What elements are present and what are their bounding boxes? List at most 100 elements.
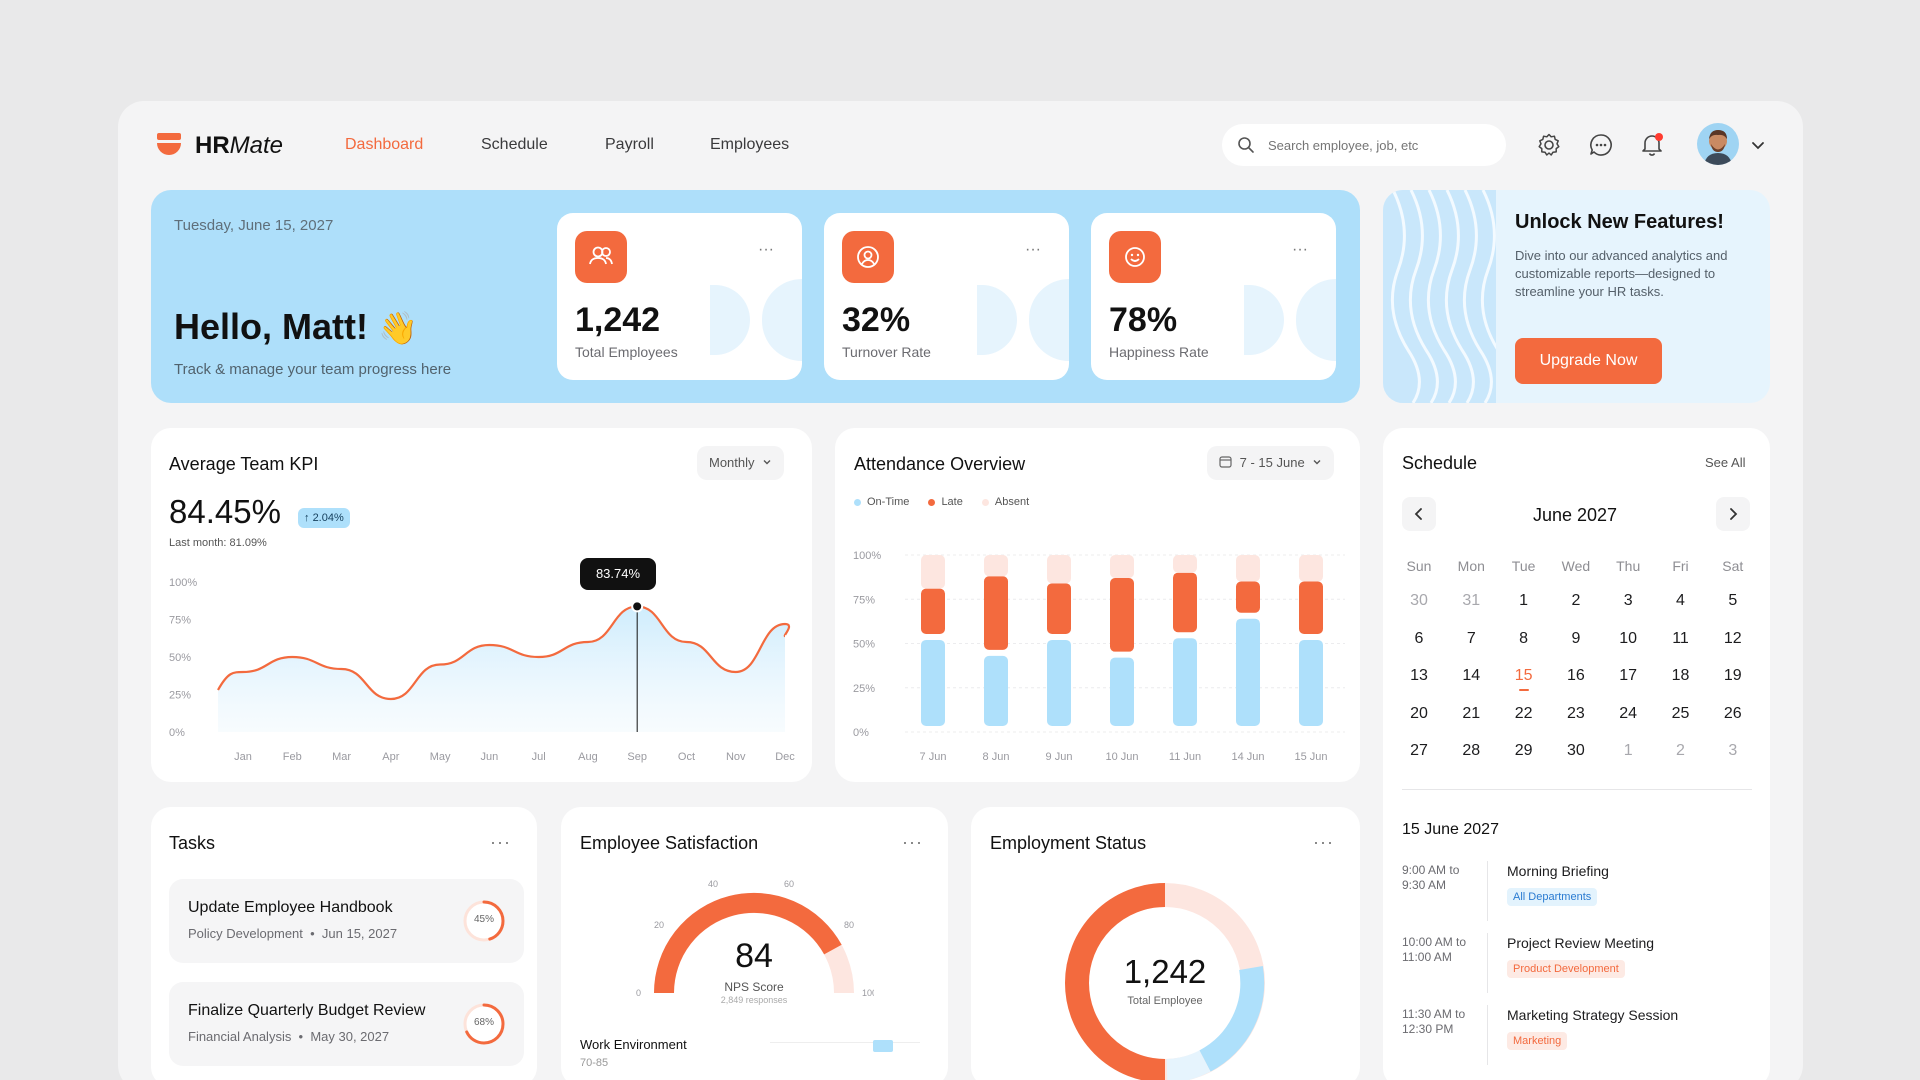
event-tag: Marketing [1507, 1032, 1568, 1050]
period-dropdown[interactable]: Monthly [697, 446, 785, 480]
chat-icon[interactable] [1588, 132, 1614, 158]
calendar-day[interactable]: 9 [1571, 629, 1581, 647]
bar-on-time[interactable] [984, 655, 1008, 726]
calendar-day[interactable]: 22 [1514, 704, 1533, 722]
calendar-day[interactable]: 4 [1676, 592, 1685, 609]
chevron-down-icon[interactable] [1750, 137, 1766, 153]
calendar-day[interactable]: 25 [1671, 704, 1690, 722]
more-icon[interactable]: ··· [902, 832, 923, 852]
bar-absent[interactable] [1299, 555, 1323, 582]
calendar-day[interactable]: 26 [1723, 704, 1742, 722]
bar-late[interactable] [1110, 578, 1134, 652]
bar-late[interactable] [1047, 583, 1071, 634]
bar-absent[interactable] [1173, 555, 1197, 573]
date-range-picker[interactable]: 7 - 15 June [1207, 446, 1335, 480]
bar-on-time[interactable] [1173, 638, 1197, 726]
bar-late[interactable] [984, 576, 1008, 650]
calendar-day[interactable]: 31 [1462, 592, 1481, 609]
stat-card-employees[interactable]: ··· 1,242 Total Employees [557, 213, 802, 380]
task-meta: Financial Analysis • May 30, 2027 [188, 1029, 390, 1044]
nav-schedule[interactable]: Schedule [481, 136, 548, 153]
nav-payroll[interactable]: Payroll [605, 136, 654, 153]
bar-absent[interactable] [1110, 555, 1134, 579]
calendar-day[interactable]: 6 [1414, 629, 1424, 647]
more-icon[interactable]: ··· [490, 832, 511, 852]
calendar-day[interactable]: 30 [1566, 742, 1585, 759]
calendar-day[interactable]: 18 [1671, 667, 1690, 684]
calendar-day[interactable]: 10 [1619, 629, 1638, 647]
calendar-day[interactable]: 1 [1623, 742, 1633, 759]
upgrade-button[interactable]: Upgrade Now [1515, 338, 1662, 384]
calendar-day[interactable]: 2 [1571, 592, 1581, 609]
bar-on-time[interactable] [1299, 639, 1323, 726]
bar-late[interactable] [1299, 581, 1323, 634]
calendar-day[interactable]: 15 [1514, 667, 1533, 684]
more-icon[interactable]: ··· [1292, 241, 1308, 258]
task-item[interactable]: Update Employee Handbook Policy Developm… [169, 879, 524, 963]
satisfaction-title: Employee Satisfaction [580, 833, 759, 853]
app-logo[interactable]: HRMate [155, 131, 345, 161]
search-input[interactable] [1268, 134, 1488, 156]
more-icon[interactable]: ··· [1313, 832, 1334, 852]
calendar-day[interactable]: 3 [1623, 592, 1633, 609]
task-item[interactable]: Finalize Quarterly Budget Review Financi… [169, 982, 524, 1066]
bar-late[interactable] [1236, 581, 1260, 613]
search-bar[interactable] [1222, 124, 1506, 166]
calendar-day[interactable]: 7 [1466, 629, 1476, 647]
kpi-tooltip: 83.74% [580, 558, 656, 590]
calendar-day[interactable]: 11 [1672, 629, 1689, 647]
more-icon[interactable]: ··· [758, 241, 774, 258]
bar-late[interactable] [1173, 572, 1197, 633]
calendar-day[interactable]: 14 [1462, 667, 1481, 684]
next-month-button[interactable] [1716, 497, 1750, 531]
calendar-day[interactable]: 13 [1410, 667, 1428, 684]
bar-on-time[interactable] [1047, 639, 1071, 726]
calendar-day[interactable]: 12 [1723, 629, 1742, 647]
calendar-day[interactable]: 2 [1676, 742, 1685, 759]
calendar-day[interactable]: 21 [1462, 704, 1481, 722]
gear-icon[interactable] [1536, 132, 1562, 158]
calendar-day[interactable]: 16 [1566, 667, 1585, 684]
calendar-day[interactable]: 24 [1619, 704, 1638, 722]
calendar-day[interactable]: 8 [1519, 629, 1529, 647]
calendar-day[interactable]: 20 [1410, 704, 1428, 722]
event-title[interactable]: Morning Briefing [1507, 863, 1609, 879]
calendar-day[interactable]: 28 [1462, 742, 1481, 759]
more-icon[interactable]: ··· [1025, 241, 1041, 258]
calendar-day[interactable]: 17 [1619, 667, 1638, 684]
task-meta: Policy Development • Jun 15, 2027 [188, 926, 398, 941]
stat-card-turnover[interactable]: ··· 32% Turnover Rate [824, 213, 1069, 380]
prev-month-button[interactable] [1402, 497, 1436, 531]
bar-on-time[interactable] [1236, 618, 1260, 726]
bar-absent[interactable] [984, 555, 1008, 577]
kpi-line [217, 605, 791, 701]
calendar-day[interactable]: 30 [1410, 592, 1428, 609]
calendar-day[interactable]: 23 [1566, 704, 1585, 722]
bell-icon[interactable] [1638, 130, 1666, 158]
event-title[interactable]: Project Review Meeting [1507, 935, 1655, 951]
calendar-day[interactable]: 3 [1728, 742, 1738, 759]
bar-absent[interactable] [921, 555, 945, 589]
bar-late[interactable] [921, 588, 945, 634]
avatar[interactable] [1697, 123, 1739, 165]
highlight-point[interactable] [631, 600, 644, 613]
bar-absent[interactable] [1236, 555, 1260, 582]
task-title: Update Employee Handbook [188, 899, 393, 916]
y-tick-label: 25% [169, 690, 191, 702]
calendar-day[interactable]: 5 [1728, 592, 1738, 609]
calendar-day[interactable]: 1 [1519, 592, 1529, 609]
gauge-tick: 20 [654, 920, 664, 930]
bar-absent[interactable] [1047, 555, 1071, 584]
bar-on-time[interactable] [1110, 657, 1134, 726]
gauge-tick: 100 [862, 988, 874, 998]
stat-card-happiness[interactable]: ··· 78% Happiness Rate [1091, 213, 1336, 380]
nav-employees[interactable]: Employees [710, 136, 790, 153]
nav-dashboard[interactable]: Dashboard [345, 136, 424, 153]
calendar-day[interactable]: 27 [1410, 742, 1428, 759]
event-title[interactable]: Marketing Strategy Session [1507, 1007, 1679, 1023]
bar-on-time[interactable] [921, 639, 945, 726]
calendar-day[interactable]: 29 [1514, 742, 1533, 759]
kpi-title: Average Team KPI [169, 454, 319, 474]
see-all-link[interactable]: See All [1705, 455, 1746, 470]
calendar-day[interactable]: 19 [1723, 667, 1742, 684]
